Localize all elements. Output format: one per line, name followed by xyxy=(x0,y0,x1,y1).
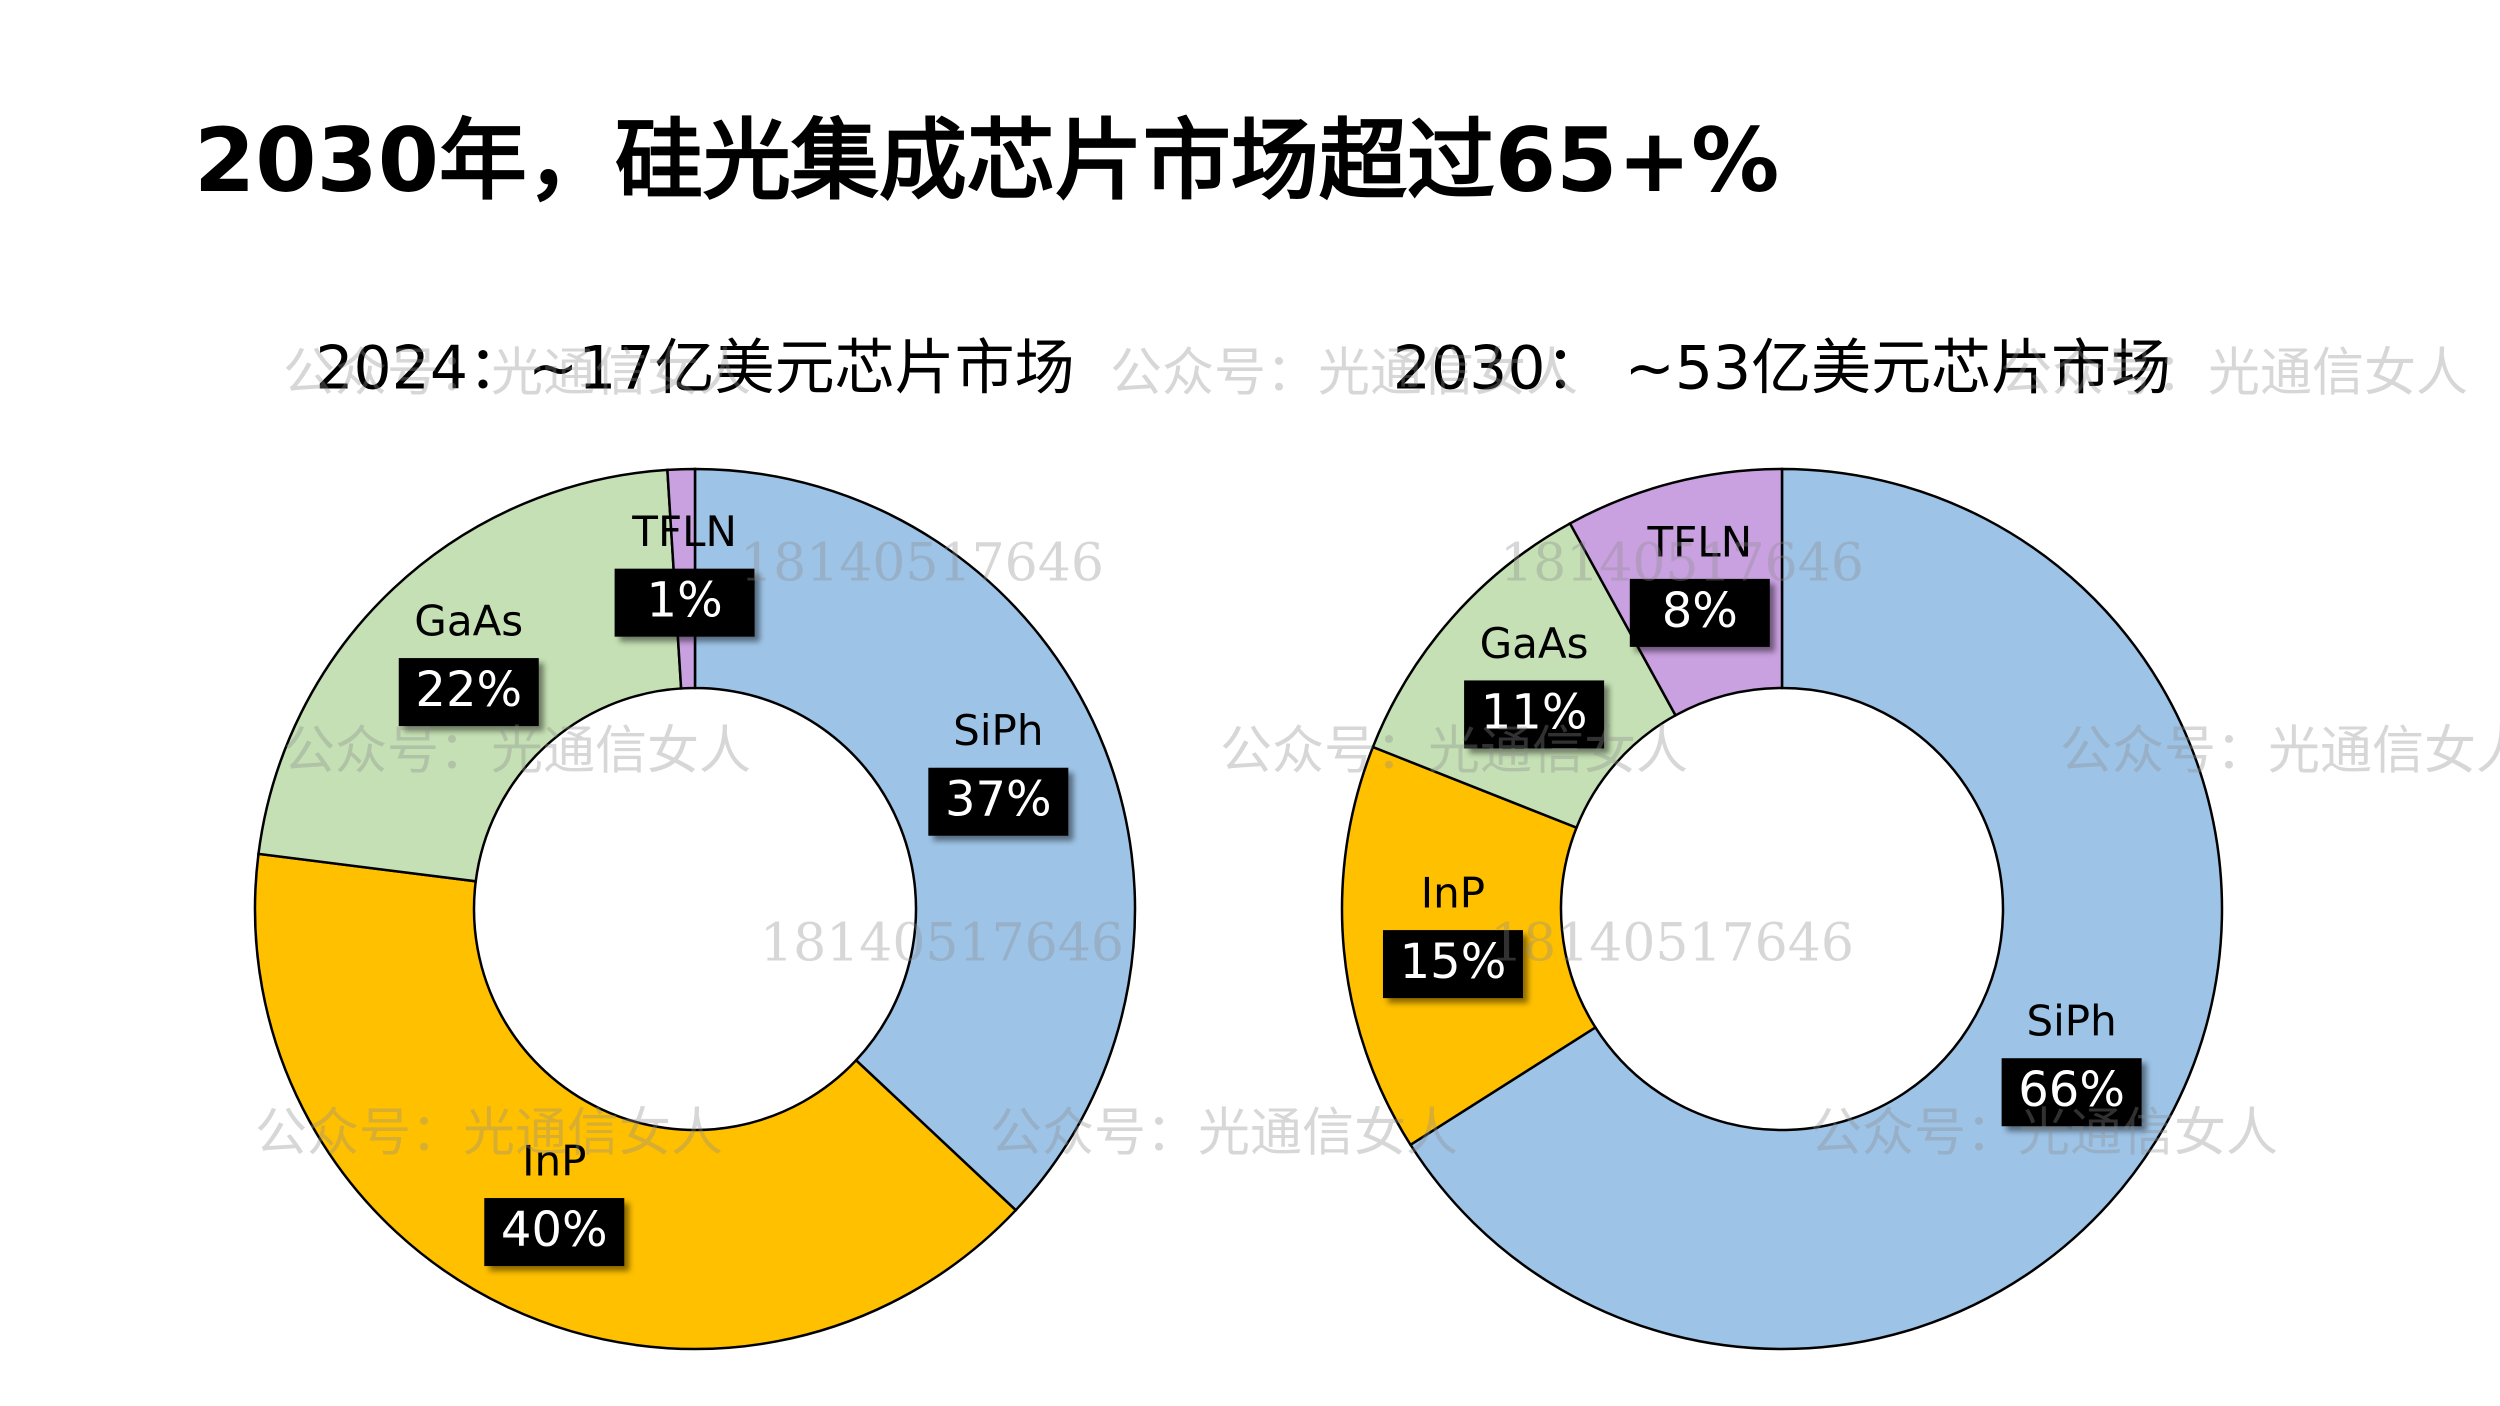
donut-slice xyxy=(253,852,1018,1351)
label-box xyxy=(1464,680,1605,749)
slice-category: GaAs xyxy=(414,597,523,646)
donut-slice xyxy=(693,467,1137,1212)
slice-category: InP xyxy=(1421,869,1485,918)
watermark: 公众号：光通信女人 xyxy=(1810,1104,2278,1164)
label-box xyxy=(1629,578,1770,647)
value-label: 15% xyxy=(1400,934,1507,990)
value-label: 8% xyxy=(1662,583,1738,639)
watermark: 公众号：光通信女人 xyxy=(2000,344,2468,404)
slice-category: GaAs xyxy=(1480,619,1589,668)
watermark: 18140517646 xyxy=(1490,914,1854,974)
watermark: 18140517646 xyxy=(760,914,1124,974)
value-label: 11% xyxy=(1481,684,1588,740)
label-box xyxy=(398,658,539,727)
watermark: 公众号：光通信女人 xyxy=(1220,722,1688,782)
slice-category: SiPh xyxy=(953,706,1043,755)
donut-slice xyxy=(1408,467,2224,1351)
watermark: 18140517646 xyxy=(740,534,1104,594)
chart-title: 2030： ~53亿美元芯片市场 xyxy=(1393,334,2171,404)
slice-category: SiPh xyxy=(2026,997,2116,1046)
label-box xyxy=(2001,1058,2142,1127)
slice-category: TFLN xyxy=(631,507,737,556)
value-label: 1% xyxy=(647,573,723,629)
label-box xyxy=(928,767,1069,836)
watermark: 公众号：光通信女人 xyxy=(255,1104,723,1164)
chart-title: 2024：~17亿美元芯片市场 xyxy=(315,334,1074,404)
watermark: 公众号：光通信女人 xyxy=(1110,344,1578,404)
donut-slice xyxy=(1371,521,1678,830)
label-box xyxy=(484,1198,625,1267)
watermark: 公众号：光通信女人 xyxy=(283,344,751,404)
slice-category: InP xyxy=(522,1137,586,1186)
slice-category: TFLN xyxy=(1646,517,1752,566)
watermark: 公众号：光通信女人 xyxy=(283,722,751,782)
value-label: 22% xyxy=(415,662,522,718)
value-label: 40% xyxy=(501,1202,608,1258)
value-label: 37% xyxy=(945,772,1052,828)
watermark: 18140517646 xyxy=(1500,534,1864,594)
watermark: 公众号：光通信女人 xyxy=(990,1104,1458,1164)
value-label: 66% xyxy=(2018,1062,2125,1118)
page-title: 2030年，硅光集成芯片市场超过65+% xyxy=(194,109,1779,212)
label-box xyxy=(614,568,755,637)
label-box xyxy=(1382,930,1523,999)
watermark: 公众号：光通信女人 xyxy=(2060,722,2500,782)
